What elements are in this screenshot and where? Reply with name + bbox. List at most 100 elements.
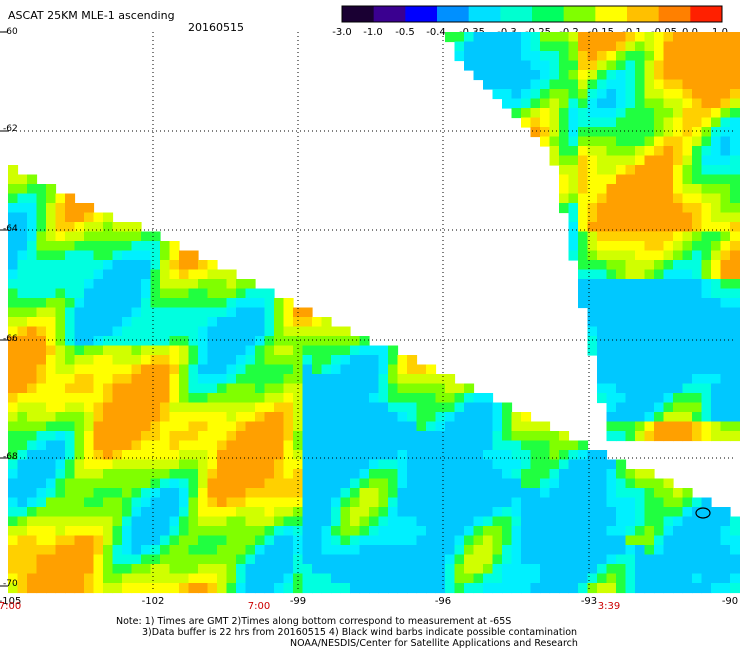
grid-cell xyxy=(8,298,19,309)
grid-cell xyxy=(644,564,655,575)
grid-cell xyxy=(36,269,47,280)
grid-cell xyxy=(359,526,370,537)
grid-cell xyxy=(169,269,180,280)
grid-cell xyxy=(264,431,275,442)
grid-cell xyxy=(521,564,532,575)
grid-cell xyxy=(46,402,57,413)
grid-cell xyxy=(682,117,693,128)
grid-cell xyxy=(103,488,114,499)
grid-cell xyxy=(473,469,484,480)
grid-cell xyxy=(169,545,180,556)
grid-cell xyxy=(46,450,57,461)
grid-cell xyxy=(701,345,712,356)
grid-cell xyxy=(701,32,712,43)
colorbar-swatch xyxy=(500,6,533,22)
grid-cell xyxy=(445,421,456,432)
grid-cell xyxy=(122,440,133,451)
grid-cell xyxy=(416,573,427,584)
grid-cell xyxy=(635,412,646,423)
grid-cell xyxy=(587,564,598,575)
grid-cell xyxy=(540,89,551,100)
grid-cell xyxy=(701,317,712,328)
grid-cell xyxy=(530,526,541,537)
grid-cell xyxy=(188,383,199,394)
grid-cell xyxy=(274,298,285,309)
grid-cell xyxy=(559,193,570,204)
grid-cell xyxy=(720,32,731,43)
grid-cell xyxy=(103,526,114,537)
grid-cell xyxy=(673,279,684,290)
grid-cell xyxy=(549,516,560,527)
grid-cell xyxy=(454,535,465,546)
grid-cell xyxy=(74,573,85,584)
grid-cell xyxy=(74,564,85,575)
grid-cell xyxy=(464,431,475,442)
grid-cell xyxy=(179,516,190,527)
grid-cell xyxy=(587,478,598,489)
grid-cell xyxy=(711,355,722,366)
grid-cell xyxy=(198,440,209,451)
grid-cell xyxy=(150,554,161,565)
grid-cell xyxy=(521,507,532,518)
grid-cell xyxy=(511,526,522,537)
grid-cell xyxy=(283,450,294,461)
grid-cell xyxy=(131,374,142,385)
grid-cell xyxy=(445,431,456,442)
grid-cell xyxy=(131,507,142,518)
grid-cell xyxy=(169,393,180,404)
product-date: 20160515 xyxy=(188,21,244,34)
grid-cell xyxy=(103,317,114,328)
grid-cell xyxy=(131,564,142,575)
grid-cell xyxy=(255,535,266,546)
grid-cell xyxy=(701,545,712,556)
grid-cell xyxy=(701,70,712,81)
grid-cell xyxy=(492,440,503,451)
grid-cell xyxy=(8,393,19,404)
grid-cell xyxy=(654,374,665,385)
lon-label: -96 xyxy=(434,596,452,607)
grid-cell xyxy=(711,32,722,43)
grid-cell xyxy=(682,573,693,584)
grid-cell xyxy=(112,222,123,233)
grid-cell xyxy=(179,440,190,451)
grid-cell xyxy=(540,488,551,499)
grid-cell xyxy=(435,383,446,394)
grid-cell xyxy=(635,136,646,147)
grid-cell xyxy=(540,79,551,90)
grid-cell xyxy=(635,383,646,394)
grid-cell xyxy=(616,203,627,214)
grid-cell xyxy=(720,117,731,128)
grid-cell xyxy=(217,317,228,328)
grid-cell xyxy=(435,421,446,432)
grid-cell xyxy=(644,488,655,499)
grid-cell xyxy=(663,345,674,356)
grid-cell xyxy=(663,497,674,508)
grid-cell xyxy=(407,383,418,394)
grid-cell xyxy=(673,298,684,309)
grid-cell xyxy=(17,545,28,556)
grid-cell xyxy=(711,41,722,52)
grid-cell xyxy=(321,412,332,423)
grid-cell xyxy=(169,298,180,309)
grid-cell xyxy=(511,108,522,119)
grid-cell xyxy=(369,564,380,575)
grid-cell xyxy=(84,450,95,461)
grid-cell xyxy=(207,298,218,309)
grid-cell xyxy=(521,412,532,423)
grid-cell xyxy=(682,241,693,252)
grid-cell xyxy=(559,51,570,62)
grid-cell xyxy=(160,269,171,280)
grid-cell xyxy=(568,250,579,261)
grid-cell xyxy=(730,564,740,575)
grid-cell xyxy=(131,288,142,299)
grid-cell xyxy=(578,583,589,594)
grid-cell xyxy=(207,364,218,375)
grid-cell xyxy=(312,317,323,328)
grid-cell xyxy=(122,507,133,518)
grid-cell xyxy=(654,488,665,499)
grid-cell xyxy=(350,583,361,594)
grid-cell xyxy=(511,51,522,62)
grid-cell xyxy=(663,393,674,404)
grid-cell xyxy=(644,60,655,71)
grid-cell xyxy=(730,326,740,337)
